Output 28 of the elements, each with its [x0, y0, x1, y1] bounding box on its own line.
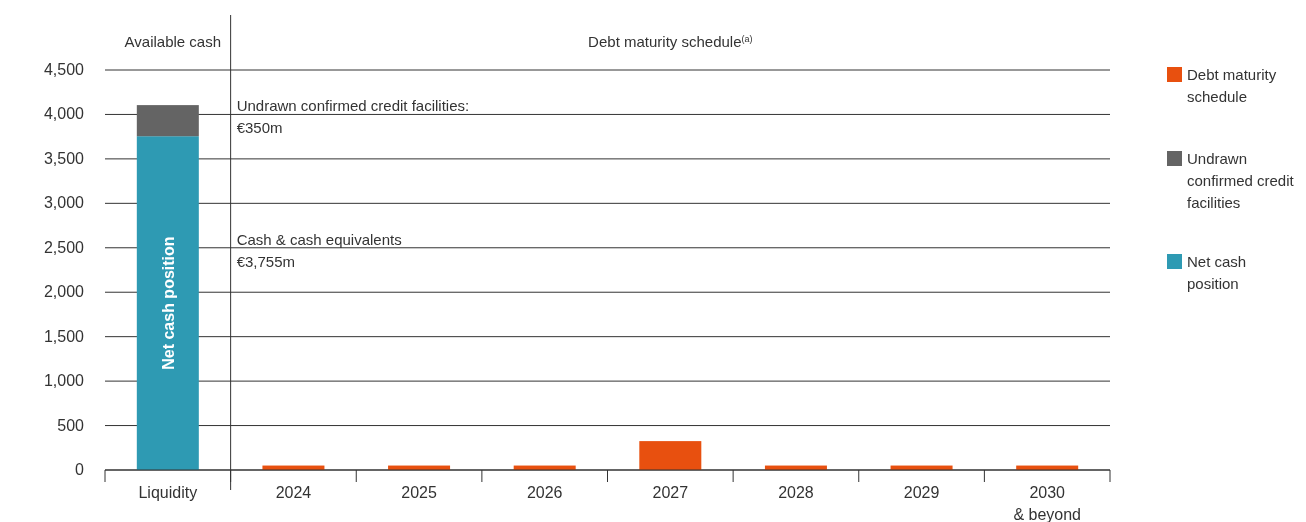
y-tick-label: 2,000	[43, 283, 85, 301]
x-tick-label: Liquidity	[138, 484, 198, 501]
x-tick-label: 2026	[526, 484, 563, 501]
x-tick-label: 2029	[903, 484, 940, 501]
y-tick-label: 2,500	[43, 238, 85, 256]
legend-label: Net cash position	[1187, 253, 1247, 292]
bar	[639, 441, 702, 470]
x-tick-label: 2028	[778, 484, 814, 501]
legend-label: Debt maturity schedule	[1187, 66, 1277, 105]
annotation: Cash & cash equivalents €3,755m	[236, 230, 402, 270]
x-tick-label: 2027	[652, 484, 689, 501]
bar	[136, 136, 199, 470]
y-tick-label: 3,000	[43, 194, 85, 212]
y-tick-label: 500	[57, 416, 85, 434]
text: Net cash position	[159, 236, 177, 370]
legend-label: Undrawn confirmed credit facilities	[1187, 150, 1295, 211]
y-tick-label: 1,000	[43, 372, 85, 390]
x-tick-label: 2025	[401, 484, 437, 501]
bar	[136, 105, 199, 137]
y-tick-label: 4,000	[43, 105, 85, 123]
text: Available cash	[124, 33, 222, 50]
y-tick-label: 4,500	[43, 61, 85, 78]
y-tick-label: 1,500	[43, 327, 85, 345]
text: Debt maturity schedule$^{(a)}$	[588, 33, 753, 50]
x-tick-label: 2024	[275, 484, 312, 501]
y-tick-label: 3,500	[43, 149, 85, 167]
y-tick-label: 0	[75, 461, 85, 478]
annotation: Undrawn confirmed credit facilities: €350m	[236, 97, 470, 137]
